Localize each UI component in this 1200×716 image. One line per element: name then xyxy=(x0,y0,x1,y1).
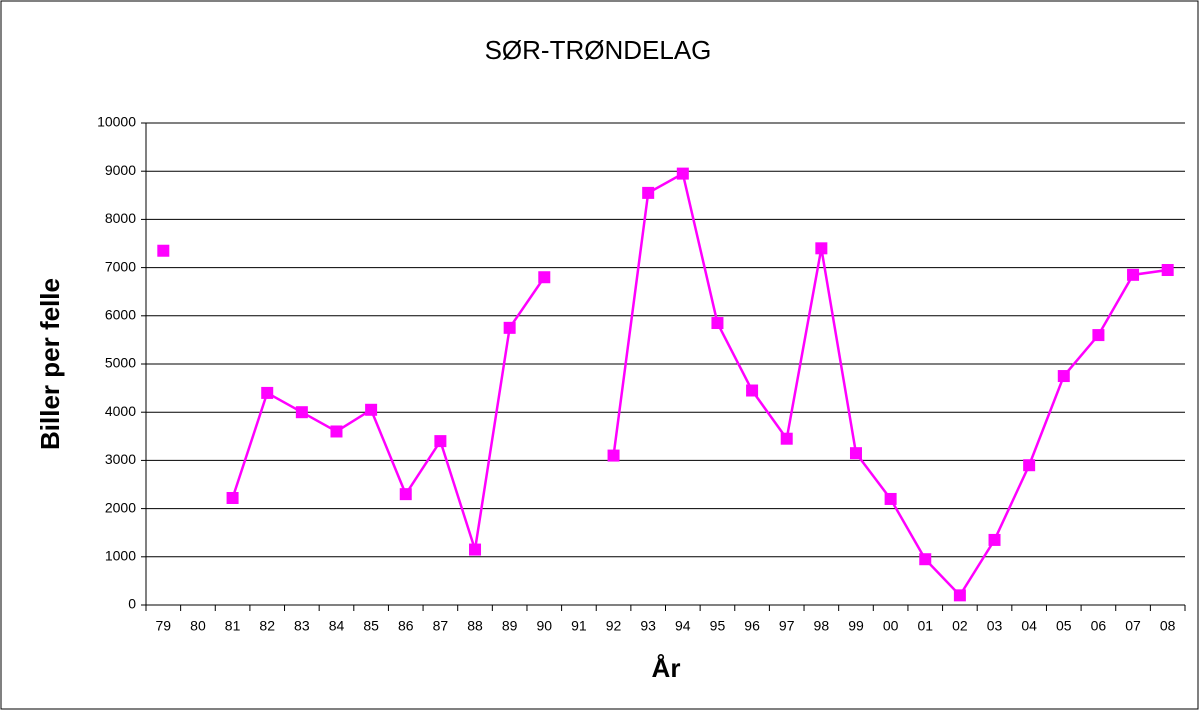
x-tick-label: 82 xyxy=(259,618,275,634)
x-tick-label: 95 xyxy=(710,618,726,634)
x-tick-label: 05 xyxy=(1056,618,1072,634)
x-tick-label: 89 xyxy=(502,618,518,634)
y-tick-label: 9000 xyxy=(105,162,136,178)
x-axis-label: År xyxy=(652,653,681,683)
x-tick-label: 07 xyxy=(1125,618,1141,634)
point-marker xyxy=(953,589,966,602)
point-marker xyxy=(780,432,793,445)
point-marker xyxy=(1023,459,1036,472)
x-tick-label: 97 xyxy=(779,618,795,634)
point-marker xyxy=(884,492,897,505)
point-marker xyxy=(226,491,239,504)
x-tick-label: 85 xyxy=(363,618,379,634)
point-marker xyxy=(849,447,862,460)
chart-title: SØR-TRØNDELAG xyxy=(485,35,712,65)
point-marker xyxy=(538,271,551,284)
point-marker xyxy=(1161,264,1174,277)
y-tick-label: 7000 xyxy=(105,258,136,274)
point-marker xyxy=(746,384,759,397)
point-marker xyxy=(815,242,828,255)
y-tick-label: 2000 xyxy=(105,499,136,515)
x-tick-label: 99 xyxy=(848,618,864,634)
x-tick-label: 91 xyxy=(571,618,587,634)
point-marker xyxy=(503,321,516,334)
x-tick-label: 90 xyxy=(536,618,552,634)
x-tick-label: 96 xyxy=(744,618,760,634)
point-marker xyxy=(1057,370,1070,383)
x-tick-label: 92 xyxy=(606,618,622,634)
y-tick-label: 4000 xyxy=(105,403,136,419)
point-marker xyxy=(295,406,308,419)
y-tick-label: 5000 xyxy=(105,355,136,371)
point-marker xyxy=(261,386,274,399)
y-tick-label: 6000 xyxy=(105,307,136,323)
x-tick-label: 08 xyxy=(1160,618,1176,634)
x-tick-label: 04 xyxy=(1021,618,1037,634)
y-tick-label: 3000 xyxy=(105,451,136,467)
point-marker xyxy=(1127,268,1140,281)
x-tick-label: 83 xyxy=(294,618,310,634)
point-marker xyxy=(399,488,412,501)
y-tick-label: 10000 xyxy=(97,114,136,130)
point-marker xyxy=(434,435,447,448)
y-tick-label: 0 xyxy=(128,596,136,612)
point-marker xyxy=(469,543,482,556)
x-tick-label: 06 xyxy=(1091,618,1107,634)
point-marker xyxy=(676,167,689,180)
y-tick-label: 1000 xyxy=(105,548,136,564)
x-tick-label: 87 xyxy=(433,618,449,634)
point-marker xyxy=(711,317,724,330)
x-tick-label: 02 xyxy=(952,618,968,634)
x-tick-label: 81 xyxy=(225,618,241,634)
point-marker xyxy=(919,553,932,566)
x-tick-label: 01 xyxy=(917,618,933,634)
point-marker xyxy=(988,533,1001,546)
x-tick-label: 86 xyxy=(398,618,414,634)
x-tick-label: 80 xyxy=(190,618,206,634)
point-marker xyxy=(607,449,620,462)
point-marker xyxy=(330,425,343,438)
y-axis-label: Biller per felle xyxy=(35,278,65,450)
x-tick-label: 84 xyxy=(329,618,345,634)
x-tick-label: 79 xyxy=(156,618,172,634)
point-marker xyxy=(365,403,378,416)
x-tick-label: 98 xyxy=(814,618,830,634)
y-tick-label: 8000 xyxy=(105,210,136,226)
x-tick-label: 93 xyxy=(640,618,656,634)
x-tick-label: 88 xyxy=(467,618,483,634)
x-tick-label: 94 xyxy=(675,618,691,634)
x-tick-label: 00 xyxy=(883,618,899,634)
x-tick-label: 03 xyxy=(987,618,1003,634)
point-marker xyxy=(157,244,170,257)
point-marker xyxy=(1092,329,1105,342)
point-marker xyxy=(642,186,655,199)
